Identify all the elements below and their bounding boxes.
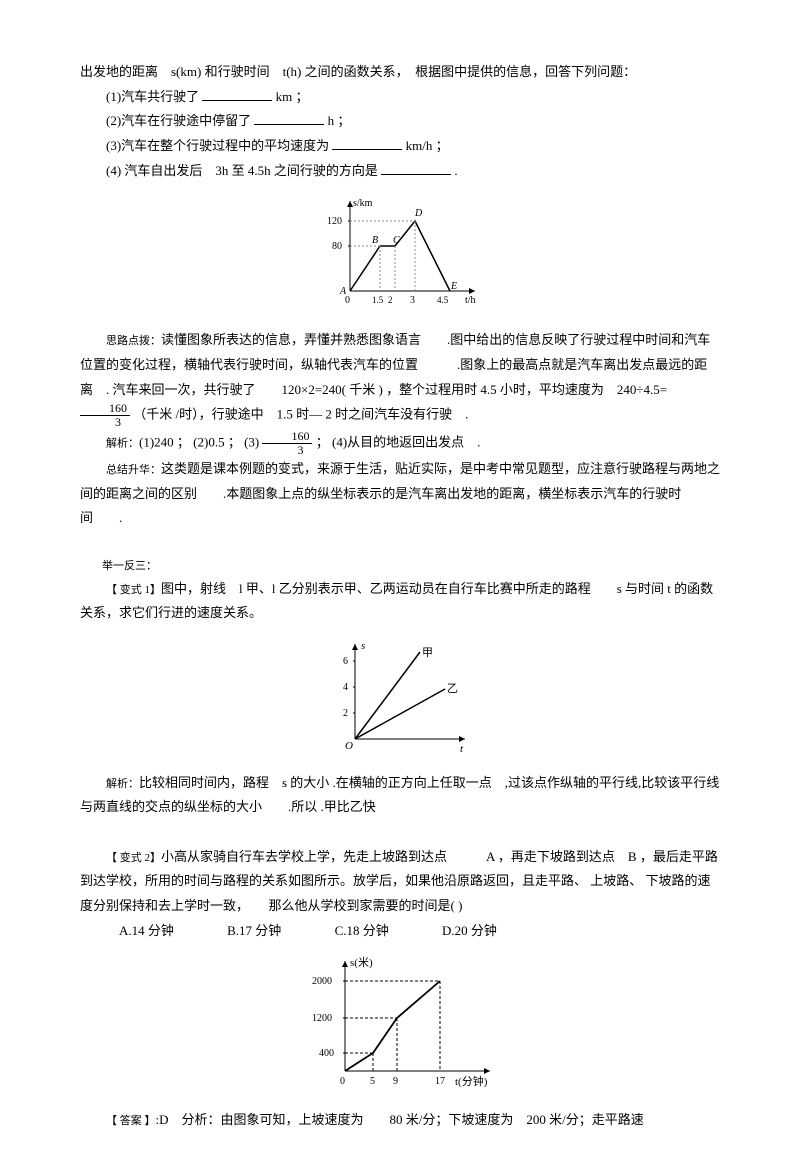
answer-text: :D 分析：由图象可知，上坡速度为 80 米/分；下坡速度为 200 米/分；走… [156,1112,644,1127]
frac2-num: 160 [262,430,312,444]
fig1-B: B [372,235,378,246]
zongjie-label: 总结升华： [106,464,161,476]
fig2-ylabel: s [361,640,365,652]
variant-2: 【 变式 2】小高从家骑自行车去学校上学，先走上坡路到达点 A ，再走下坡路到达… [80,845,720,919]
var1-jiexi-text: 比较相同时间内，路程 s 的大小 .在横轴的正方向上任取一点 ,过该点作纵轴的平… [80,775,719,815]
q1-unit: km ； [276,89,309,104]
answer-paragraph: 【 答案 】:D 分析：由图象可知，上坡速度为 80 米/分；下坡速度为 200… [80,1108,720,1133]
jiexi-text: (1)240 ； (2)0.5 ； (3) [139,434,259,449]
jiexi-paragraph: 解析：(1)240 ； (2)0.5 ； (3) 160 3 ； (4)从目的地… [80,430,720,457]
var2-text: 小高从家骑自行车去学校上学，先走上坡路到达点 A ，再走下坡路到达点 B ，最后… [80,849,718,913]
silu-label: 思路点拨： [106,335,161,347]
q2-unit: h ； [328,113,351,128]
figure-3-svg: s(米) t(分钟) 2000 1200 400 0 5 9 17 [300,951,500,1091]
q2-blank [254,111,324,125]
frac1-num: 160 [80,402,130,416]
q2-text: (2)汽车在行驶途中停留了 [106,113,251,128]
fig1-xlabel: t/h [465,295,476,306]
frac1-den: 3 [80,416,130,429]
option-B: B.17 分钟 [227,919,281,944]
fig2-jia: 甲 [422,647,433,659]
answer-label: 【 答案 】 [106,1115,156,1127]
q4-text: (4) 汽车自出发后 3h 至 4.5h 之间行驶的方向是 [106,163,378,178]
fig3-xlabel: t(分钟) [455,1074,488,1088]
q3-unit: km/h ； [406,138,449,153]
option-D: D.20 分钟 [442,919,497,944]
fraction-1: 160 3 [80,402,130,429]
fig3-x9: 9 [393,1076,398,1087]
silu-text2: （千米 /时），行驶途中 1.5 时— 2 时之间汽车没有行驶 . [133,407,468,422]
fig3-y1200: 1200 [312,1013,332,1024]
fig1-D: D [414,208,423,219]
question-4: (4) 汽车自出发后 3h 至 4.5h 之间行驶的方向是 . [80,159,720,184]
fig1-E: E [450,281,457,292]
fig2-xlabel: t [460,743,464,754]
intro-paragraph: 出发地的距离 s(km) 和行驶时间 t(h) 之间的函数关系， 根据图中提供的… [80,60,720,85]
q4-end: . [454,163,457,178]
q3-text: (3)汽车在整个行驶过程中的平均速度为 [106,138,329,153]
fig3-y400: 400 [319,1048,334,1059]
q4-blank [381,161,451,175]
figure-3: s(米) t(分钟) 2000 1200 400 0 5 9 17 [80,951,720,1100]
fig1-x45: 4.5 [437,295,449,305]
fig3-x17: 17 [435,1076,445,1087]
fig3-ylabel: s(米) [350,956,373,969]
fig2-y4: 4 [343,682,348,693]
jiexi-text2: ； (4)从目的地返回出发点 . [316,434,481,449]
fig2-yi: 乙 [447,682,458,695]
fig3-x0: 0 [340,1076,345,1087]
fig1-A: A [339,286,347,297]
options-row: A.14 分钟 B.17 分钟 C.18 分钟 D.20 分钟 [80,919,720,944]
figure-1-svg: 120 80 s/km t/h 0 1.5 2 3 4.5 A B C D E [315,191,485,311]
zongjie-paragraph: 总结升华：这类题是课本例题的变式，来源于生活，贴近实际，是中考中常见题型，应注意… [80,457,720,531]
variant-1: 【 变式 1】图中，射线 l 甲、l 乙分别表示甲、乙两运动员在自行车比赛中所走… [80,577,720,626]
fig1-x2: 2 [388,295,393,305]
fig1-y80: 80 [332,241,342,252]
fig1-x15: 1.5 [372,295,384,305]
fig2-origin: O [345,740,353,752]
fig1-x3: 3 [410,295,415,306]
jiexi-label: 解析： [106,437,139,449]
fig1-ylabel: s/km [353,198,373,209]
var1-label: 【 变式 1】 [106,584,161,596]
q3-blank [332,136,402,150]
var1-text: 图中，射线 l 甲、l 乙分别表示甲、乙两运动员在自行车比赛中所走的路程 s 与… [80,581,713,621]
option-C: C.18 分钟 [335,919,389,944]
fig3-x5: 5 [370,1076,375,1087]
option-A: A.14 分钟 [119,919,174,944]
zongjie-text: 这类题是课本例题的变式，来源于生活，贴近实际，是中考中常见题型，应注意行驶路程与… [80,461,720,525]
fig3-y2000: 2000 [312,976,332,987]
fig1-C: C [393,235,400,246]
q1-blank [202,87,272,101]
question-1: (1)汽车共行驶了 km ； [80,85,720,110]
question-2: (2)汽车在行驶途中停留了 h ； [80,109,720,134]
frac2-den: 3 [262,444,312,457]
var1-jiexi-label: 解析： [106,778,139,790]
figure-2-svg: s t O 6 4 2 甲 乙 [325,634,475,754]
question-3: (3)汽车在整个行驶过程中的平均速度为 km/h ； [80,134,720,159]
silu-paragraph: 思路点拨：读懂图象所表达的信息，弄懂并熟悉图象语言 .图中给出的信息反映了行驶过… [80,328,720,429]
fraction-2: 160 3 [262,430,312,457]
figure-2: s t O 6 4 2 甲 乙 [80,634,720,763]
figure-1: 120 80 s/km t/h 0 1.5 2 3 4.5 A B C D E [80,191,720,320]
silu-text1: 读懂图象所表达的信息，弄懂并熟悉图象语言 .图中给出的信息反映了行驶过程中时间和… [80,332,710,396]
fig1-y120: 120 [327,216,342,227]
var1-jiexi: 解析：比较相同时间内，路程 s 的大小 .在横轴的正方向上任取一点 ,过该点作纵… [80,771,720,820]
fig2-y2: 2 [343,708,348,719]
juyifansan-label: 举一反三： [80,556,720,577]
fig2-y6: 6 [343,656,348,667]
q1-text: (1)汽车共行驶了 [106,89,199,104]
var2-label: 【 变式 2】 [106,852,161,864]
